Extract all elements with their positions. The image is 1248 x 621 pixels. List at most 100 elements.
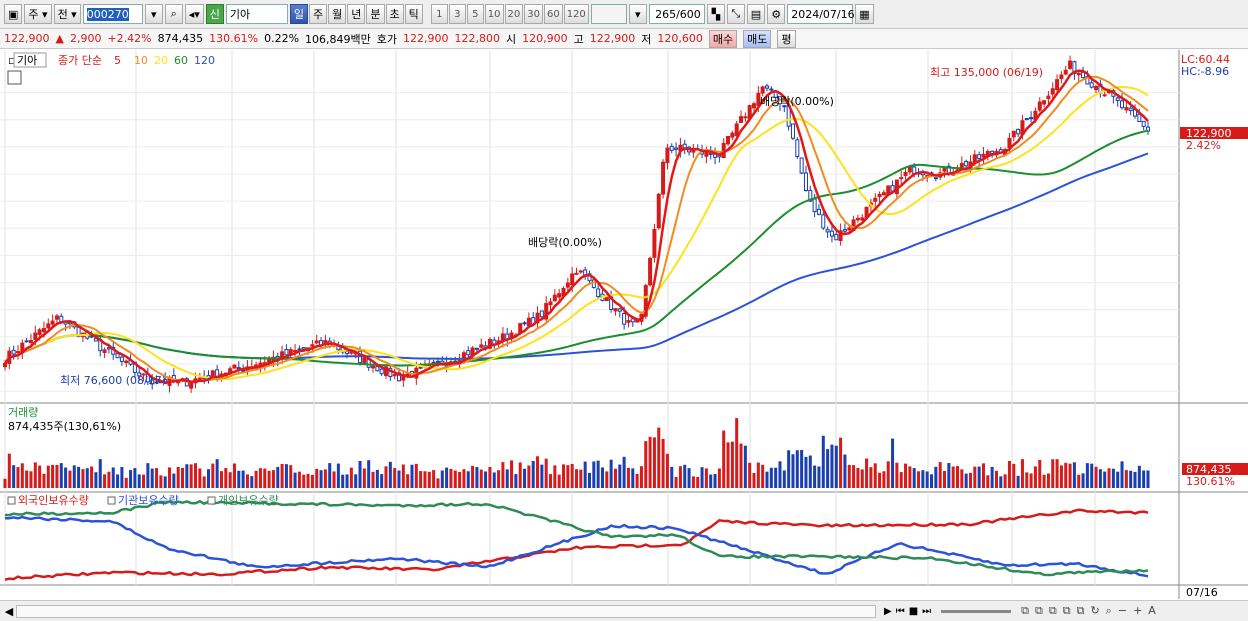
minute-option[interactable]: 60 bbox=[543, 4, 563, 24]
candle-body bbox=[626, 320, 631, 323]
period-tab[interactable]: 틱 bbox=[404, 4, 423, 24]
period-tab[interactable]: 월 bbox=[328, 4, 347, 24]
calculator-icon[interactable] bbox=[7, 70, 22, 85]
market-type-select[interactable]: 주 ▾ bbox=[24, 4, 52, 24]
zoom-out-icon[interactable]: − bbox=[1117, 604, 1128, 617]
volume-bar bbox=[865, 458, 869, 488]
stop-icon[interactable]: ■ bbox=[908, 605, 919, 617]
minute-option[interactable]: 10 bbox=[484, 4, 504, 24]
volume-bar bbox=[523, 468, 527, 488]
scroll-left-icon[interactable]: ◀ bbox=[4, 604, 14, 618]
stock-name-field[interactable]: 기아 bbox=[225, 4, 288, 24]
volume-bar bbox=[1120, 461, 1124, 488]
font-size-icon[interactable]: A bbox=[1148, 604, 1156, 617]
stock-chart[interactable]: 122,900 2.42% LC:60.44 HC:-8.96 ▫ 기아 종가 … bbox=[0, 50, 1248, 600]
period-tab[interactable]: 주 bbox=[309, 4, 328, 24]
volume-bar bbox=[713, 474, 717, 488]
draw-tool-icon[interactable]: ⤡ bbox=[726, 4, 745, 24]
up-arrow-icon: ▲ bbox=[55, 32, 64, 45]
minute-dropdown-icon[interactable]: ▾ bbox=[628, 4, 647, 24]
sell-button[interactable]: 매도 bbox=[743, 29, 772, 48]
date-input[interactable]: 2024/07/16 bbox=[787, 4, 855, 24]
candle-body bbox=[782, 105, 787, 108]
candle-body bbox=[803, 172, 808, 192]
candle-body bbox=[708, 152, 713, 155]
refresh-icon[interactable]: ↻ bbox=[1090, 604, 1100, 617]
chart-settings-icon[interactable]: ▚ bbox=[706, 4, 725, 24]
volume-bar bbox=[388, 461, 392, 488]
candle-body bbox=[842, 229, 847, 232]
minute-option[interactable]: 30 bbox=[524, 4, 543, 24]
save-icon[interactable]: ▤ bbox=[746, 4, 766, 24]
candle-body bbox=[383, 366, 389, 377]
candle-body bbox=[1024, 118, 1029, 121]
period-tab[interactable]: 년 bbox=[347, 4, 366, 24]
current-price-tag bbox=[1180, 127, 1248, 139]
volume-bar bbox=[319, 470, 323, 488]
count-input[interactable]: 265/600 bbox=[648, 4, 705, 24]
horizontal-scrollbar[interactable] bbox=[16, 604, 876, 618]
candle-body bbox=[1094, 86, 1099, 91]
volume-bar bbox=[124, 477, 128, 488]
period-tab[interactable]: 분 bbox=[366, 4, 385, 24]
minute-option[interactable]: 5 bbox=[466, 4, 484, 24]
candle-body bbox=[50, 320, 55, 325]
fast-forward-icon[interactable]: ⏭ bbox=[922, 605, 932, 617]
volume-bar bbox=[1146, 470, 1150, 488]
avg-button[interactable]: 평 bbox=[777, 29, 796, 48]
minute-option[interactable]: 1 bbox=[430, 4, 448, 24]
volume-bar bbox=[25, 470, 29, 488]
period-tab[interactable]: 초 bbox=[385, 4, 404, 24]
play-icon[interactable]: ▶ bbox=[884, 605, 892, 617]
sound-icon[interactable]: ◂▾ bbox=[184, 4, 204, 24]
view-icon-5[interactable]: ⧉ bbox=[1076, 604, 1085, 617]
candle-body bbox=[877, 193, 882, 198]
view-icon-4[interactable]: ⧉ bbox=[1062, 604, 1071, 617]
minute-input[interactable] bbox=[590, 4, 627, 24]
volume-bar bbox=[700, 467, 704, 488]
volume-bar bbox=[908, 466, 912, 488]
minute-option[interactable]: 3 bbox=[448, 4, 466, 24]
volume-bar bbox=[250, 476, 254, 488]
period-tab[interactable]: 일 bbox=[289, 4, 309, 24]
volume-bar bbox=[730, 441, 734, 488]
candle-body bbox=[466, 350, 471, 356]
search-icon[interactable]: ⌕ bbox=[164, 4, 183, 24]
code-dropdown-icon[interactable]: ▾ bbox=[144, 4, 163, 24]
buy-button[interactable]: 매수 bbox=[708, 29, 738, 48]
volume-bar bbox=[739, 443, 743, 488]
calendar-icon[interactable]: ▦ bbox=[855, 4, 874, 24]
zoom-in-icon[interactable]: + bbox=[1133, 604, 1143, 617]
candle-body bbox=[11, 349, 16, 355]
candle-body bbox=[1050, 88, 1055, 95]
volume-bar bbox=[505, 469, 509, 488]
magnifier-icon[interactable]: ⌕ bbox=[1105, 604, 1112, 617]
moving-averages bbox=[3, 69, 1149, 385]
gear-icon[interactable]: ⚙ bbox=[767, 4, 786, 24]
rewind-icon[interactable]: ⏮ bbox=[895, 605, 905, 617]
volume-bar bbox=[98, 459, 102, 488]
stock-code-input[interactable]: 000270 bbox=[82, 4, 143, 24]
minute-option[interactable]: 120 bbox=[563, 4, 589, 24]
volume-bar bbox=[631, 468, 635, 488]
price-type-select[interactable]: 전 ▾ bbox=[53, 4, 81, 24]
view-icon-1[interactable]: ⧉ bbox=[1021, 604, 1030, 617]
volume-bar bbox=[46, 465, 50, 488]
turnover: 0.22% bbox=[264, 32, 300, 45]
volume-bar bbox=[284, 464, 288, 488]
candle-body bbox=[401, 375, 406, 381]
window-menu-icon[interactable]: ▣ bbox=[4, 4, 23, 24]
zoom-slider[interactable] bbox=[941, 609, 1012, 613]
view-icon-2[interactable]: ⧉ bbox=[1035, 604, 1043, 617]
volume-bar bbox=[181, 467, 185, 488]
view-icon-3[interactable]: ⧉ bbox=[1048, 604, 1057, 617]
candle-body bbox=[1120, 100, 1125, 109]
candle-body bbox=[648, 257, 653, 286]
volume-bar bbox=[852, 465, 856, 488]
volume-bar bbox=[29, 471, 33, 488]
volume-bar bbox=[12, 465, 16, 488]
minute-option[interactable]: 20 bbox=[504, 4, 524, 24]
volume-bar bbox=[219, 471, 223, 488]
volume-bar bbox=[579, 469, 583, 488]
candle-body bbox=[119, 356, 124, 362]
